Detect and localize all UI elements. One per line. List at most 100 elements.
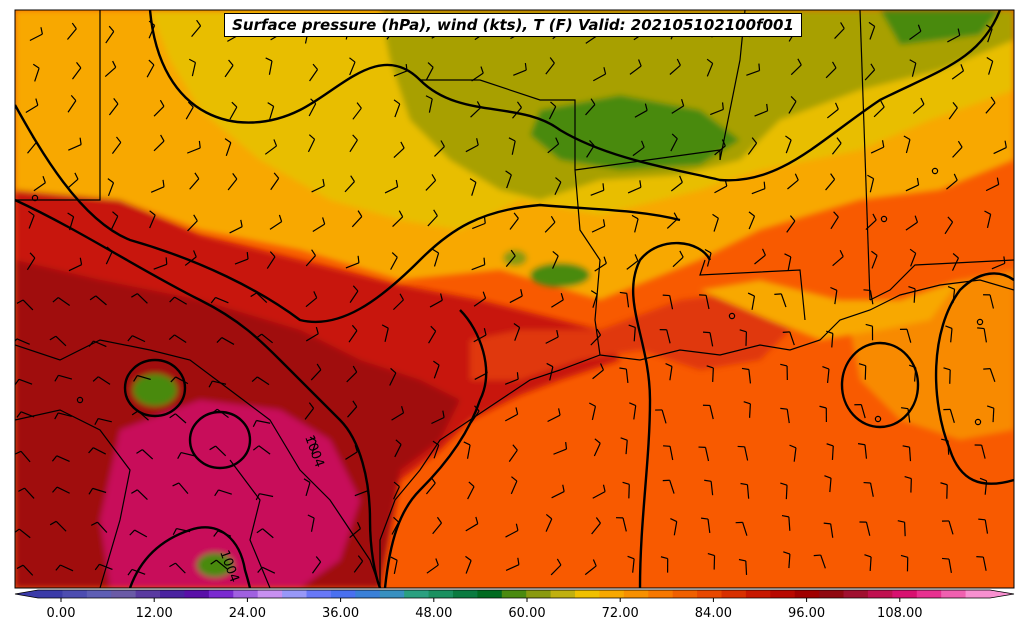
wind-barb-feather bbox=[148, 59, 155, 66]
wind-barb-feather bbox=[108, 25, 115, 32]
wind-barb-shaft bbox=[553, 448, 567, 455]
wind-barb-feather bbox=[511, 476, 518, 482]
wind-barb-shaft bbox=[471, 182, 477, 196]
wind-barb-feather bbox=[836, 137, 842, 144]
wind-barb-shaft bbox=[466, 444, 471, 459]
wind-barb-feather bbox=[16, 299, 24, 304]
wind-barb-feather bbox=[88, 340, 94, 347]
wind-barb-feather bbox=[465, 555, 472, 561]
wind-barb-feather bbox=[834, 102, 839, 110]
wind-barb-feather bbox=[232, 173, 238, 180]
wind-barb-shaft bbox=[629, 65, 642, 75]
isobar-gulf-2 bbox=[383, 309, 488, 588]
colorbar-swatch bbox=[404, 590, 430, 598]
wind-barb-shaft bbox=[952, 289, 956, 304]
wind-barb-feather bbox=[858, 363, 866, 367]
calm-wind-marker bbox=[976, 318, 984, 326]
wind-barb-shaft bbox=[989, 294, 995, 309]
wind-barb-shaft bbox=[68, 144, 82, 151]
wind-barb-feather bbox=[781, 514, 789, 518]
wind-barb-shaft bbox=[504, 413, 518, 422]
wind-barb-shaft bbox=[634, 218, 639, 233]
wind-barb-shaft bbox=[131, 568, 146, 575]
wind-barb-feather bbox=[920, 97, 925, 105]
wind-barb-shaft bbox=[393, 70, 408, 77]
wind-barb-feather bbox=[476, 138, 479, 146]
wind-barb-shaft bbox=[633, 327, 636, 342]
border-la-ms-south bbox=[699, 259, 806, 321]
wind-barb-shaft bbox=[746, 484, 750, 499]
wind-barb-feather bbox=[867, 174, 874, 180]
colorbar-tick-label: 36.00 bbox=[321, 606, 360, 621]
wind-barb-shaft bbox=[55, 335, 67, 347]
wind-barb-feather bbox=[638, 59, 642, 67]
wind-barb-feather bbox=[748, 211, 755, 217]
wind-barb-feather bbox=[228, 59, 234, 66]
wind-barb-shaft bbox=[18, 528, 31, 539]
wind-barb-shaft bbox=[506, 174, 512, 189]
wind-barb-shaft bbox=[989, 368, 996, 383]
wind-barb-feather bbox=[193, 250, 197, 258]
wind-barb-shaft bbox=[509, 218, 519, 230]
wind-barb-shaft bbox=[714, 185, 728, 194]
wind-barb-feather bbox=[127, 569, 133, 576]
wind-barb-shaft bbox=[592, 369, 604, 380]
wind-barb-feather bbox=[92, 376, 99, 382]
wind-barb-feather bbox=[671, 133, 678, 140]
wind-barb-shaft bbox=[33, 182, 46, 192]
wind-barb-feather bbox=[112, 60, 117, 68]
wind-barb-feather bbox=[871, 250, 878, 256]
wind-barb-feather bbox=[517, 557, 520, 565]
wind-barb-feather bbox=[546, 362, 554, 368]
wind-barb-feather bbox=[505, 170, 512, 176]
wind-barb-shaft bbox=[670, 181, 683, 192]
wind-barb-feather bbox=[430, 477, 436, 484]
wind-barb-feather bbox=[941, 438, 949, 442]
wind-barb-feather bbox=[761, 248, 766, 256]
colorbar-outline bbox=[14, 589, 1015, 599]
wind-barb-shaft bbox=[864, 444, 868, 459]
wind-barb-shaft bbox=[433, 444, 440, 459]
wind-barb-feather bbox=[425, 95, 433, 100]
colorbar-tick-label: 108.00 bbox=[877, 606, 923, 621]
wind-barb-feather bbox=[550, 215, 556, 223]
wind-barb-feather bbox=[590, 290, 598, 295]
wind-barb-shaft bbox=[71, 67, 82, 80]
wind-barb-feather bbox=[978, 518, 986, 521]
wind-barb-shaft bbox=[745, 560, 748, 575]
wind-barb-shaft bbox=[153, 140, 165, 152]
wind-barb-feather bbox=[602, 183, 605, 191]
wind-barb-shaft bbox=[988, 61, 994, 75]
wind-barb-feather bbox=[985, 24, 993, 30]
wind-barb-shaft bbox=[305, 255, 316, 267]
wind-barb-shaft bbox=[590, 189, 604, 196]
colorbar-tick-label: 0.00 bbox=[46, 606, 76, 621]
wind-barb-shaft bbox=[552, 255, 559, 269]
colorbar-swatch bbox=[501, 590, 527, 598]
wind-barb-feather bbox=[590, 98, 596, 105]
wind-barb-feather bbox=[49, 335, 57, 341]
wind-barb-shaft bbox=[661, 409, 667, 424]
wind-barb-feather bbox=[897, 520, 905, 523]
wind-barb-feather bbox=[381, 324, 389, 329]
wind-barb-feather bbox=[79, 257, 83, 265]
colorbar-tick-label: 24.00 bbox=[228, 606, 266, 621]
wind-barb-shaft bbox=[184, 256, 197, 266]
wind-barb-shaft bbox=[264, 145, 277, 155]
wind-barb-feather bbox=[908, 364, 916, 369]
wind-barb-shaft bbox=[544, 221, 556, 233]
wind-barb-feather bbox=[349, 57, 356, 63]
wind-barb-feather bbox=[512, 444, 518, 451]
wind-barb-feather bbox=[706, 365, 714, 369]
wind-barb-shaft bbox=[307, 139, 316, 153]
colorbar-swatch bbox=[550, 590, 576, 598]
wind-barb-shaft bbox=[504, 378, 519, 385]
wind-barb-feather bbox=[676, 58, 681, 66]
wind-barb-shaft bbox=[509, 295, 523, 304]
wind-barb-shaft bbox=[218, 489, 232, 495]
wind-barb-shaft bbox=[984, 519, 989, 534]
wind-barb-feather bbox=[94, 563, 100, 571]
wind-barb-shaft bbox=[505, 529, 519, 538]
wind-barb-feather bbox=[16, 411, 22, 418]
colorbar-swatch bbox=[819, 590, 845, 598]
